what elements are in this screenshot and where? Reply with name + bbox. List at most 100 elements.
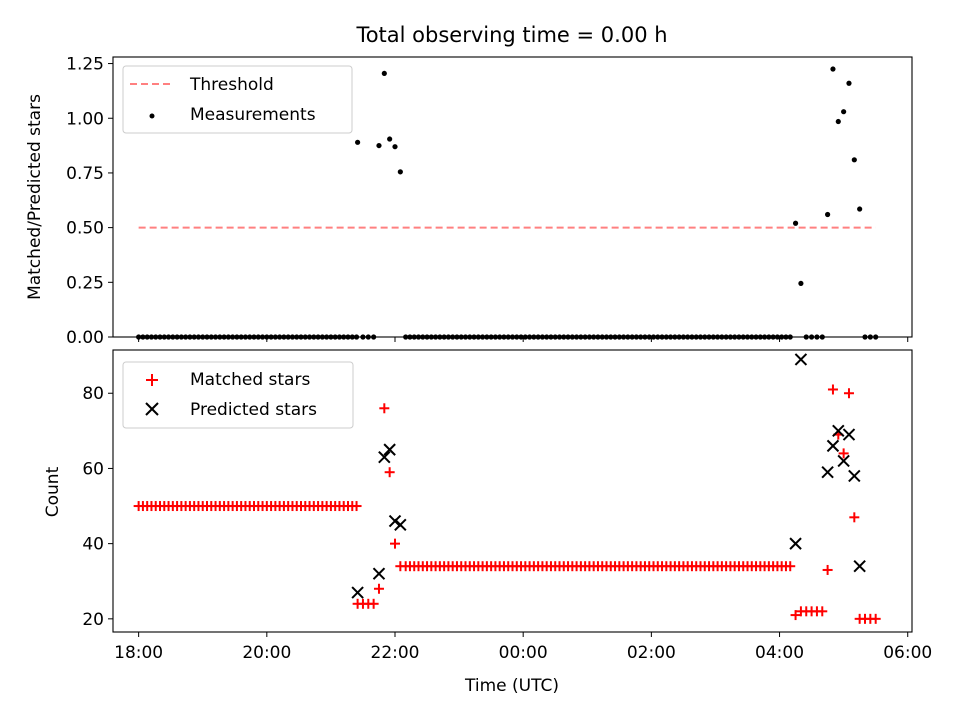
- measurement-point: [285, 334, 291, 340]
- measurement-point: [573, 334, 580, 340]
- top-panel-x-ticks: [138, 337, 909, 342]
- measurement-point: [710, 334, 716, 340]
- measurement-point: [732, 334, 738, 340]
- top-panel-y-label: Matched/Predicted stars: [25, 94, 45, 300]
- measurement-point: [535, 334, 541, 340]
- measurement-point: [441, 334, 447, 340]
- measurement-point: [779, 334, 785, 340]
- measurement-point: [561, 334, 567, 340]
- measurement-point: [667, 334, 674, 340]
- x-tick-label: 20:00: [242, 643, 291, 663]
- measurement-point: [212, 334, 219, 340]
- measurement-point: [867, 334, 873, 340]
- measurement-point: [462, 334, 469, 340]
- measurement-point: [862, 334, 868, 340]
- x-tick-label: 02:00: [627, 643, 676, 663]
- bottom-legend: Matched stars Predicted stars: [122, 361, 354, 429]
- measurement-point: [719, 334, 725, 340]
- measurement-point: [336, 334, 343, 340]
- bottom-panel-marks: [133, 353, 881, 624]
- measurement-point: [595, 334, 601, 340]
- matched-star-point: [379, 403, 390, 414]
- predicted-star-point: [832, 424, 845, 438]
- measurement-point: [341, 334, 347, 340]
- measurement-point: [774, 334, 781, 340]
- measurement-point: [783, 334, 789, 340]
- bottom-legend-box: [122, 361, 354, 429]
- top-panel-marks: [136, 66, 879, 340]
- measurement-point: [407, 334, 413, 340]
- matched-star-point: [822, 564, 833, 575]
- measurement-point: [445, 334, 452, 340]
- top-panel: 0.00 0.25 0.50 0.75 1.00 1.25 Matched/Predict…: [25, 55, 913, 348]
- predicted-star-point: [837, 454, 850, 468]
- y-tick-label: 1.25: [66, 55, 104, 75]
- measurement-point: [514, 334, 520, 340]
- measurement-point: [140, 334, 146, 340]
- measurement-point: [161, 334, 167, 340]
- measurement-point: [680, 334, 687, 340]
- legend-matched-swatch: [146, 374, 158, 386]
- measurement-point: [221, 334, 227, 340]
- measurement-point: [174, 334, 180, 340]
- measurement-point: [319, 334, 325, 340]
- measurement-point: [225, 334, 231, 340]
- measurement-point: [392, 144, 398, 150]
- legend-measurements-swatch: [149, 113, 155, 119]
- measurement-point: [332, 334, 338, 340]
- measurement-point: [552, 334, 558, 340]
- measurement-point: [841, 109, 847, 115]
- measurement-point: [544, 334, 550, 340]
- measurement-point: [479, 334, 486, 340]
- measurement-point: [397, 169, 403, 175]
- matched-star-point: [870, 613, 881, 624]
- measurement-point: [277, 334, 283, 340]
- measurement-point: [766, 334, 772, 340]
- measurement-point: [217, 334, 223, 340]
- measurement-point: [298, 334, 304, 340]
- measurement-point: [365, 334, 371, 340]
- measurement-point: [714, 334, 721, 340]
- measurement-point: [736, 334, 742, 340]
- measurement-point: [411, 334, 417, 340]
- predicted-star-point: [842, 428, 856, 441]
- measurement-point: [625, 334, 631, 340]
- predicted-star-point: [848, 469, 861, 483]
- predicted-star-point: [789, 537, 802, 550]
- predicted-star-point: [794, 353, 808, 366]
- measurement-point: [376, 142, 382, 149]
- measurement-point: [808, 334, 815, 340]
- matched-star-point: [390, 538, 400, 549]
- measurement-point: [272, 334, 278, 340]
- measurement-point: [702, 334, 708, 340]
- measurement-point: [328, 334, 334, 340]
- measurement-point: [803, 334, 809, 340]
- measurement-point: [672, 334, 678, 340]
- measurement-point: [646, 334, 652, 340]
- measurement-point: [454, 334, 460, 340]
- y-tick-label: 60: [82, 459, 104, 479]
- measurement-point: [387, 136, 393, 142]
- measurement-point: [616, 334, 622, 340]
- measurement-point: [814, 334, 820, 340]
- measurement-point: [415, 334, 422, 340]
- measurement-point: [650, 334, 657, 340]
- measurement-point: [556, 334, 563, 340]
- measurement-point: [548, 334, 554, 340]
- measurement-point: [685, 334, 691, 340]
- measurement-point: [620, 334, 627, 340]
- measurement-point: [798, 280, 804, 287]
- matched-star-point: [351, 501, 362, 512]
- measurement-point: [825, 211, 831, 218]
- measurement-point: [403, 334, 409, 340]
- matched-star-point: [373, 583, 384, 594]
- measurement-point: [467, 334, 473, 340]
- measurement-point: [689, 334, 695, 340]
- measurement-point: [676, 334, 682, 340]
- measurement-point: [518, 334, 524, 340]
- measurement-point: [187, 334, 193, 340]
- predicted-star-point: [383, 443, 396, 456]
- measurement-point: [208, 334, 214, 340]
- measurement-point: [371, 334, 377, 340]
- measurement-point: [608, 334, 614, 340]
